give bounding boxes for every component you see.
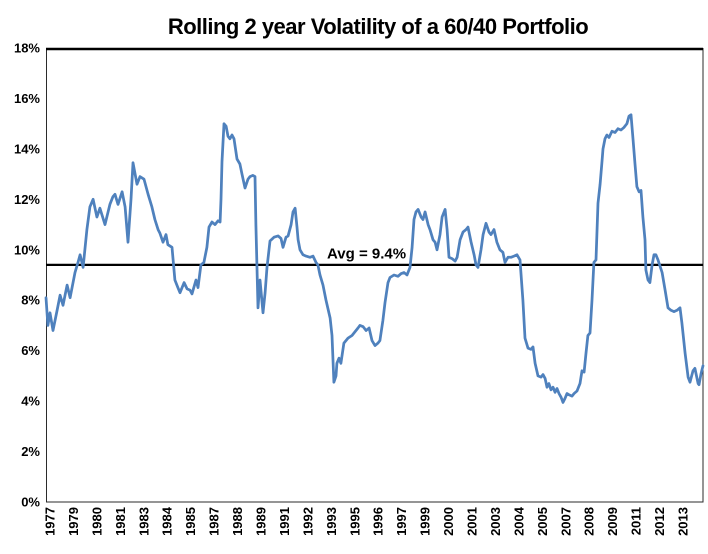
x-axis-tick-label: 2012 — [652, 507, 667, 536]
series-group — [44, 113, 705, 404]
y-axis-tick-label: 12% — [14, 192, 40, 207]
x-axis-tick-label: 2008 — [582, 507, 597, 536]
x-axis-tick-label: 2000 — [441, 507, 456, 536]
plot-area-border — [46, 48, 704, 503]
y-axis-tick-label: 8% — [21, 293, 40, 308]
x-axis-tick-label: 1983 — [136, 507, 151, 536]
x-axis-tick-label: 1989 — [254, 507, 269, 536]
x-axis-tick-label: 1992 — [300, 507, 315, 536]
y-axis-tick-label: 4% — [21, 394, 40, 409]
x-axis-tick-label: 2001 — [465, 507, 480, 536]
x-axis-tick-label: 1981 — [113, 507, 128, 536]
y-axis-tick-label: 2% — [21, 444, 40, 459]
chart-title: Rolling 2 year Volatility of a 60/40 Por… — [168, 14, 588, 39]
x-axis-tick-label: 1988 — [230, 507, 245, 536]
x-axis-tick-label: 1993 — [324, 507, 339, 536]
x-axis-tick-label: 1977 — [43, 507, 58, 536]
average-line-label: Avg = 9.4% — [327, 246, 406, 263]
x-axis-tick-label: 1979 — [66, 507, 81, 536]
series-line — [44, 113, 705, 404]
x-axis-tick-label: 1985 — [183, 507, 198, 536]
y-axis-tick-label: 18% — [14, 41, 40, 56]
y-axis-labels: 0% 2% 4% 6% 8% 10% 12% 14% 16% 18% — [14, 41, 40, 510]
y-axis-tick-label: 14% — [14, 141, 40, 156]
x-axis-tick-label: 1980 — [89, 507, 104, 536]
x-axis-tick-label: 1984 — [160, 506, 175, 536]
y-axis-tick-label: 0% — [21, 495, 40, 510]
x-axis-tick-label: 2013 — [676, 507, 691, 536]
x-axis-tick-label: 1996 — [371, 507, 386, 536]
x-axis-labels: 1977 1979 1980 1981 1983 1984 1985 1987 1988 1989… — [43, 506, 691, 536]
y-axis-tick-label: 16% — [14, 91, 40, 106]
x-axis-tick-label: 1997 — [394, 507, 409, 536]
x-axis-tick-label: 2007 — [558, 507, 573, 536]
x-axis-tick-label: 1987 — [207, 507, 222, 536]
x-axis-tick-label: 2003 — [488, 507, 503, 536]
x-axis-tick-label: 2005 — [535, 507, 550, 536]
x-axis-tick-label: 2011 — [629, 507, 644, 535]
x-axis-tick-label: 2009 — [605, 507, 620, 536]
x-axis-tick-label: 1991 — [277, 507, 292, 536]
y-axis-tick-label: 10% — [14, 242, 40, 257]
y-axis-tick-label: 6% — [21, 343, 40, 358]
x-axis-tick-label: 1999 — [418, 507, 433, 536]
x-axis-tick-label: 1995 — [347, 507, 362, 536]
x-axis-tick-label: 2004 — [511, 506, 526, 536]
